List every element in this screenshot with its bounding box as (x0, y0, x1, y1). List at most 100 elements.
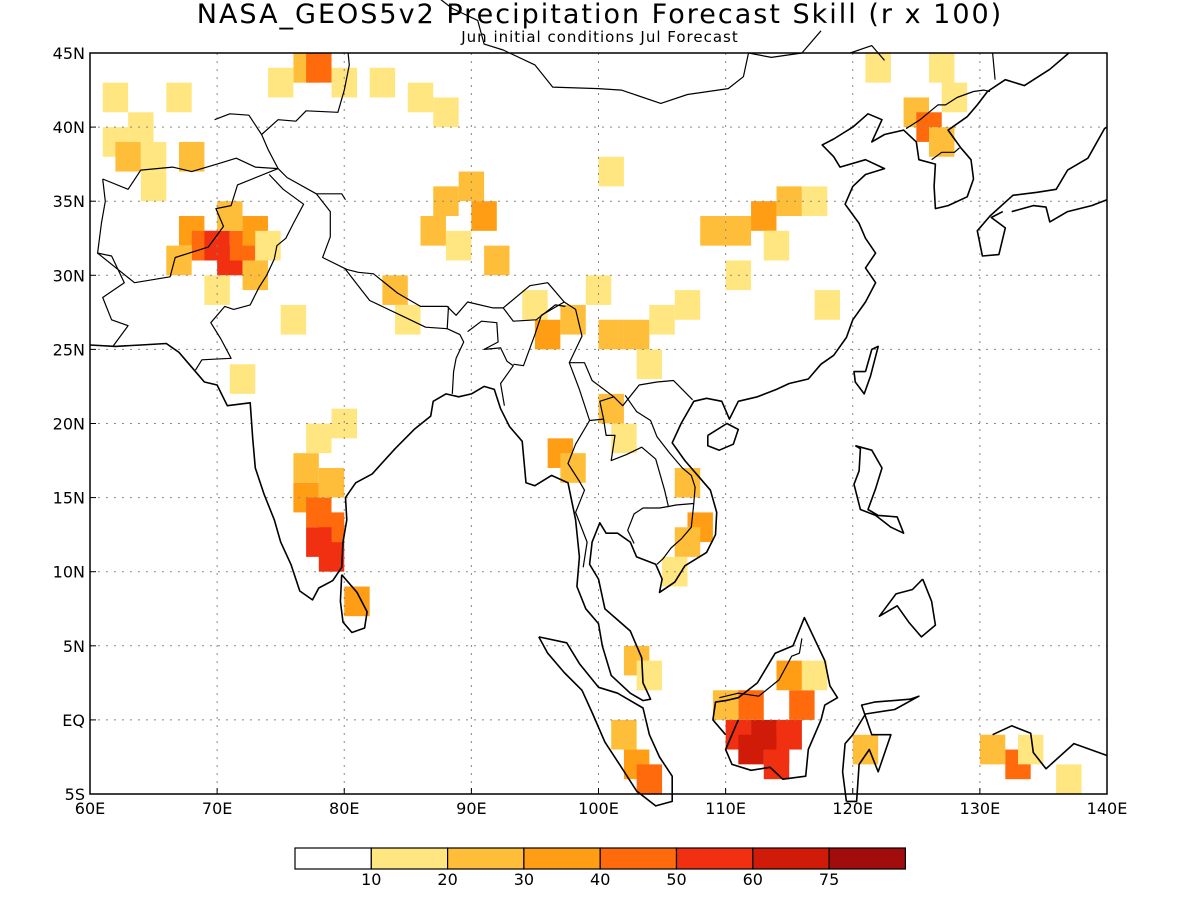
map-title: NASA_GEOS5v2 Precipitation Forecast Skil… (196, 0, 1004, 30)
lon-tick-label: 70E (202, 799, 232, 818)
lat-tick-label: 35N (53, 192, 85, 211)
country-border (992, 52, 996, 80)
skill-cell (382, 275, 408, 305)
lon-tick-label: 120E (832, 799, 873, 818)
country-border (194, 174, 305, 371)
skill-cell (674, 290, 701, 320)
colorbar-swatch (675, 847, 754, 870)
skill-cell (242, 260, 268, 291)
lon-tick-label: 110E (705, 799, 746, 818)
lat-tick-label: 40N (53, 118, 85, 137)
skill-cell (395, 304, 421, 335)
coastline (538, 636, 673, 807)
skill-cell (331, 67, 357, 98)
colorbar-label: 30 (514, 870, 534, 889)
coastline (89, 52, 1070, 702)
colorbar-label: 75 (819, 870, 839, 889)
lon-tick-label: 80E (329, 799, 359, 818)
skill-cell (751, 201, 777, 231)
skill-cell (229, 364, 256, 394)
lat-tick-label: 5S (65, 785, 85, 804)
colorbar-swatch (294, 847, 372, 870)
skill-cell (115, 141, 141, 172)
country-border (97, 178, 129, 347)
country-border (97, 168, 279, 284)
coastline (992, 725, 1108, 770)
skill-cell (941, 82, 968, 113)
skill-cell (1056, 764, 1082, 794)
skill-cell (458, 171, 485, 202)
skill-cell (776, 186, 802, 217)
skill-cell (611, 719, 637, 750)
coastline (1011, 198, 1108, 223)
lat-tick-label: 45N (53, 44, 85, 63)
skill-cell (649, 304, 675, 335)
coastline (707, 422, 740, 451)
lon-tick-label: 100E (578, 799, 619, 818)
colorbar-label: 50 (666, 870, 686, 889)
coastline (712, 616, 839, 780)
skill-cell (178, 141, 205, 172)
lon-tick-label: 60E (75, 799, 105, 818)
skill-cell (166, 82, 192, 113)
skill-cell (407, 82, 434, 113)
skill-cell (433, 186, 459, 217)
skill-cell (433, 97, 459, 128)
colorbar-label: 40 (590, 870, 610, 889)
colorbar-swatch (599, 847, 678, 870)
country-border (567, 420, 591, 568)
country-border (440, 0, 822, 104)
country-border (624, 394, 696, 504)
country-border (316, 193, 347, 201)
skill-cell (852, 734, 879, 765)
coastlines (89, 52, 1108, 807)
skill-cell (560, 453, 586, 483)
skill-cell (598, 393, 624, 424)
skill-cell (445, 230, 472, 261)
coastline (841, 695, 920, 803)
skill-cell (623, 319, 650, 350)
skill-cell (789, 690, 815, 720)
country-border (277, 168, 694, 407)
lat-tick-label: 25N (53, 340, 85, 359)
skill-field (102, 53, 1082, 794)
coastline (853, 444, 905, 534)
skill-cell (369, 67, 396, 98)
colorbar-label: 60 (743, 870, 763, 889)
lon-tick-labels: 60E 70E 80E 90E 100E 110E 120E 130E 140E (75, 788, 1127, 818)
lat-tick-label: 20N (53, 415, 85, 434)
country-border (446, 328, 465, 394)
skill-cell (611, 423, 637, 454)
country-border (905, 89, 991, 130)
country-border (214, 113, 263, 135)
lon-tick-label: 130E (960, 799, 1001, 818)
skill-cell (522, 290, 548, 320)
skill-cell (318, 542, 345, 572)
skill-cell (598, 156, 624, 187)
country-border (931, 147, 960, 161)
skill-cell (140, 141, 167, 172)
skill-cell (801, 660, 828, 691)
lat-tick-label: 15N (53, 489, 85, 508)
country-borders (97, 0, 996, 699)
skill-cell (318, 467, 345, 498)
lon-tick-label: 90E (456, 799, 486, 818)
skill-cell (801, 186, 828, 217)
skill-cell (534, 319, 561, 350)
skill-cell (204, 275, 230, 305)
skill-cell (776, 660, 802, 691)
skill-cell (140, 171, 167, 202)
grid-lines (90, 53, 1107, 794)
skill-cell (166, 245, 192, 276)
skill-cell (929, 53, 955, 83)
skill-cell (700, 216, 726, 246)
skill-cell (420, 216, 446, 246)
skill-cell (102, 82, 129, 113)
skill-cell (636, 349, 663, 380)
skill-cell (293, 453, 319, 483)
country-border (656, 502, 695, 565)
coastline (853, 345, 879, 395)
country-border (850, 45, 885, 61)
coastline (339, 574, 368, 634)
